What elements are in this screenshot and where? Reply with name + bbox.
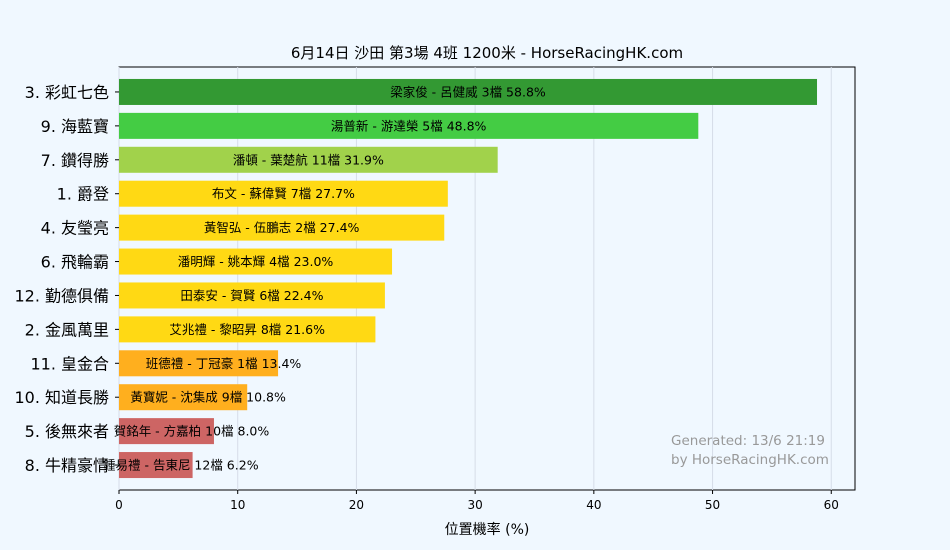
x-tick-label: 0 (115, 498, 123, 512)
bar (119, 180, 448, 207)
y-axis: 3. 彩虹七色 9. 海藍寶 7. 鑽得勝 1. 爵登 4. 友瑩亮 6. 飛輪霸 12. … (14, 83, 119, 475)
bar (119, 384, 248, 411)
x-axis: 0 10 20 30 40 50 60 (115, 490, 839, 512)
y-tick-label: 9. 海藍寶 (41, 117, 109, 136)
watermark-site: by HorseRacingHK.com (671, 452, 829, 468)
y-tick-label: 6. 飛輪霸 (41, 253, 109, 272)
bar-label: 賀銘年 - 方嘉柏 10檔 8.0% (114, 424, 270, 439)
bar-label: 黃智弘 - 伍鵬志 2檔 27.4% (204, 220, 360, 235)
x-tick-label: 20 (349, 498, 364, 512)
bar-label: 黃寶妮 - 沈集成 9檔 10.8% (130, 390, 286, 405)
bar-label: 潘頓 - 葉楚航 11檔 31.9% (233, 152, 384, 167)
x-tick-label: 50 (705, 498, 720, 512)
bar (119, 248, 393, 275)
y-tick-label: 7. 鑽得勝 (41, 151, 109, 170)
bar-label: 湯普新 - 游達榮 5檔 48.8% (331, 118, 487, 133)
x-tick-label: 30 (467, 498, 482, 512)
y-tick-label: 5. 後無來者 (25, 422, 109, 441)
bar (119, 452, 193, 479)
x-axis-label: 位置機率 (%) (445, 521, 530, 538)
bar-label: 梁家俊 - 呂健威 3檔 58.8% (390, 84, 546, 99)
y-tick-label: 11. 皇金合 (30, 354, 109, 373)
y-tick-label: 1. 爵登 (57, 185, 109, 204)
bar-label: 艾兆禮 - 黎昭昇 8檔 21.6% (169, 322, 325, 337)
bar-label: 布文 - 蘇偉賢 7檔 27.7% (212, 186, 355, 201)
x-tick-label: 10 (230, 498, 245, 512)
bar (119, 78, 818, 105)
bar (119, 282, 385, 309)
x-tick-label: 40 (586, 498, 601, 512)
bar (119, 112, 699, 139)
y-tick-label: 2. 金風萬里 (25, 320, 109, 339)
bar (119, 214, 445, 241)
x-tick-label: 60 (824, 498, 839, 512)
bar (119, 316, 376, 343)
bar-label: 鍾易禮 - 告東尼 12檔 6.2% (103, 458, 259, 473)
y-tick-label: 4. 友瑩亮 (41, 219, 109, 238)
watermark-generated: Generated: 13/6 21:19 (671, 433, 825, 449)
bar (119, 146, 498, 173)
bar-label: 田泰安 - 賀賢 6檔 22.4% (180, 288, 323, 303)
bar-label: 潘明輝 - 姚本輝 4檔 23.0% (178, 254, 334, 269)
y-tick-label: 8. 牛精豪情 (25, 456, 109, 475)
bar-label: 班德禮 - 丁冠豪 1檔 13.4% (146, 356, 302, 371)
chart-title: 6月14日 沙田 第3場 4班 1200米 - HorseRacingHK.co… (291, 44, 683, 62)
bar (119, 418, 214, 445)
y-tick-label: 3. 彩虹七色 (25, 83, 109, 102)
y-tick-label: 12. 勤德俱備 (14, 286, 109, 305)
bars: 梁家俊 - 呂健威 3檔 58.8% 湯普新 - 游達榮 5檔 48.8% 潘頓 -… (103, 78, 818, 479)
bar (119, 350, 279, 377)
y-tick-label: 10. 知道長勝 (14, 388, 109, 407)
